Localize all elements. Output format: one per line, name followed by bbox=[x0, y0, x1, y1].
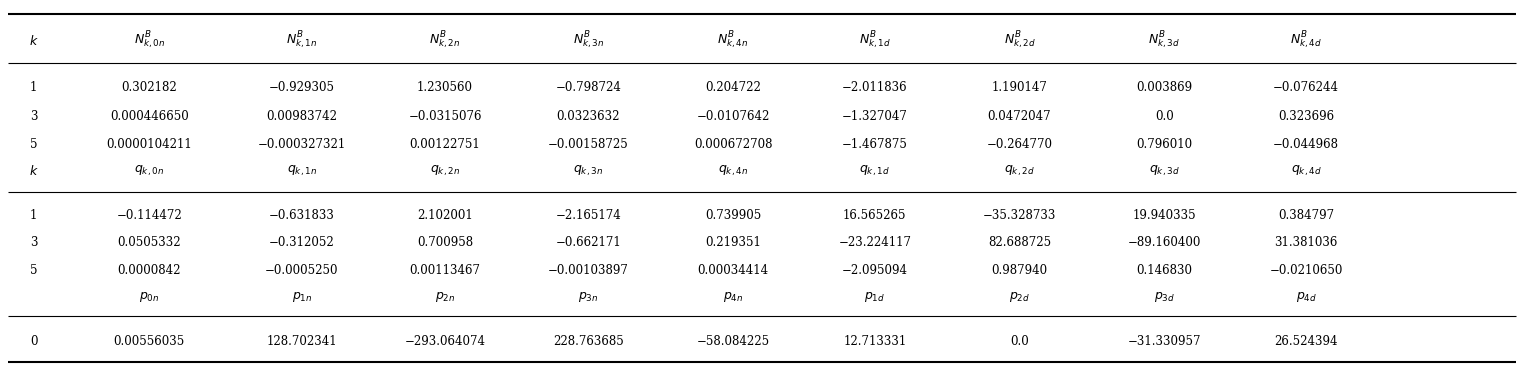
Text: −31.330957: −31.330957 bbox=[1128, 335, 1201, 348]
Text: 0.00034414: 0.00034414 bbox=[698, 264, 768, 277]
Text: 0.0: 0.0 bbox=[1155, 110, 1173, 123]
Text: 0.0472047: 0.0472047 bbox=[988, 110, 1052, 123]
Text: 1: 1 bbox=[30, 81, 37, 94]
Text: −0.076244: −0.076244 bbox=[1273, 81, 1340, 94]
Text: 128.702341: 128.702341 bbox=[267, 335, 337, 348]
Text: −293.064074: −293.064074 bbox=[404, 335, 486, 348]
Text: $q_{k,0n}$: $q_{k,0n}$ bbox=[134, 164, 165, 178]
Text: 16.565265: 16.565265 bbox=[843, 209, 907, 222]
Text: 19.940335: 19.940335 bbox=[1132, 209, 1196, 222]
Text: $N^B_{k,1n}$: $N^B_{k,1n}$ bbox=[287, 30, 317, 51]
Text: −35.328733: −35.328733 bbox=[983, 209, 1056, 222]
Text: 0.0000842: 0.0000842 bbox=[117, 264, 181, 277]
Text: 0.000672708: 0.000672708 bbox=[693, 138, 773, 151]
Text: $q_{k,2d}$: $q_{k,2d}$ bbox=[1004, 164, 1035, 178]
Text: −0.00103897: −0.00103897 bbox=[547, 264, 629, 277]
Text: $q_{k,3d}$: $q_{k,3d}$ bbox=[1149, 164, 1180, 178]
Text: $p_{4n}$: $p_{4n}$ bbox=[722, 290, 744, 304]
Text: $p_{2n}$: $p_{2n}$ bbox=[434, 290, 456, 304]
Text: 0.323696: 0.323696 bbox=[1279, 110, 1334, 123]
Text: 0.0: 0.0 bbox=[1010, 335, 1029, 348]
Text: $k$: $k$ bbox=[29, 34, 38, 48]
Text: 0.0505332: 0.0505332 bbox=[117, 236, 181, 249]
Text: 1: 1 bbox=[30, 209, 37, 222]
Text: 3: 3 bbox=[30, 110, 37, 123]
Text: $N^B_{k,2n}$: $N^B_{k,2n}$ bbox=[430, 30, 460, 51]
Text: $N^B_{k,3d}$: $N^B_{k,3d}$ bbox=[1148, 30, 1181, 51]
Text: 0.00556035: 0.00556035 bbox=[114, 335, 184, 348]
Text: 0.00113467: 0.00113467 bbox=[410, 264, 480, 277]
Text: $p_{2d}$: $p_{2d}$ bbox=[1009, 290, 1030, 304]
Text: −0.0210650: −0.0210650 bbox=[1269, 264, 1343, 277]
Text: 0.0000104211: 0.0000104211 bbox=[107, 138, 192, 151]
Text: $N^B_{k,0n}$: $N^B_{k,0n}$ bbox=[134, 30, 165, 51]
Text: −2.095094: −2.095094 bbox=[841, 264, 908, 277]
Text: −0.312052: −0.312052 bbox=[268, 236, 335, 249]
Text: −23.224117: −23.224117 bbox=[838, 236, 911, 249]
Text: $p_{1n}$: $p_{1n}$ bbox=[291, 290, 312, 304]
Text: −0.114472: −0.114472 bbox=[116, 209, 183, 222]
Text: 0.000446650: 0.000446650 bbox=[110, 110, 189, 123]
Text: $p_{3n}$: $p_{3n}$ bbox=[578, 290, 599, 304]
Text: $q_{k,1n}$: $q_{k,1n}$ bbox=[287, 164, 317, 178]
Text: $q_{k,1d}$: $q_{k,1d}$ bbox=[860, 164, 890, 178]
Text: $k$: $k$ bbox=[29, 164, 38, 178]
Text: 0.0323632: 0.0323632 bbox=[556, 110, 620, 123]
Text: −0.044968: −0.044968 bbox=[1273, 138, 1340, 151]
Text: 12.713331: 12.713331 bbox=[843, 335, 907, 348]
Text: $q_{k,4n}$: $q_{k,4n}$ bbox=[718, 164, 748, 178]
Text: −0.000327321: −0.000327321 bbox=[258, 138, 346, 151]
Text: −58.084225: −58.084225 bbox=[696, 335, 770, 348]
Text: −0.631833: −0.631833 bbox=[268, 209, 335, 222]
Text: $N^B_{k,4d}$: $N^B_{k,4d}$ bbox=[1289, 30, 1323, 51]
Text: 31.381036: 31.381036 bbox=[1274, 236, 1338, 249]
Text: 0.384797: 0.384797 bbox=[1279, 209, 1334, 222]
Text: 0.003869: 0.003869 bbox=[1137, 81, 1192, 94]
Text: −0.0107642: −0.0107642 bbox=[696, 110, 770, 123]
Text: $q_{k,4d}$: $q_{k,4d}$ bbox=[1291, 164, 1321, 178]
Text: 0.796010: 0.796010 bbox=[1137, 138, 1192, 151]
Text: −0.0005250: −0.0005250 bbox=[265, 264, 338, 277]
Text: 26.524394: 26.524394 bbox=[1274, 335, 1338, 348]
Text: 0: 0 bbox=[30, 335, 37, 348]
Text: 5: 5 bbox=[30, 264, 37, 277]
Text: −1.467875: −1.467875 bbox=[841, 138, 908, 151]
Text: 0.987940: 0.987940 bbox=[992, 264, 1047, 277]
Text: $N^B_{k,1d}$: $N^B_{k,1d}$ bbox=[858, 30, 892, 51]
Text: $q_{k,3n}$: $q_{k,3n}$ bbox=[573, 164, 604, 178]
Text: $q_{k,2n}$: $q_{k,2n}$ bbox=[430, 164, 460, 178]
Text: 5: 5 bbox=[30, 138, 37, 151]
Text: $p_{0n}$: $p_{0n}$ bbox=[139, 290, 160, 304]
Text: 3: 3 bbox=[30, 236, 37, 249]
Text: 1.230560: 1.230560 bbox=[418, 81, 472, 94]
Text: 1.190147: 1.190147 bbox=[992, 81, 1047, 94]
Text: −1.327047: −1.327047 bbox=[841, 110, 908, 123]
Text: $N^B_{k,2d}$: $N^B_{k,2d}$ bbox=[1003, 30, 1036, 51]
Text: −0.00158725: −0.00158725 bbox=[549, 138, 628, 151]
Text: −2.011836: −2.011836 bbox=[841, 81, 908, 94]
Text: −0.0315076: −0.0315076 bbox=[408, 110, 482, 123]
Text: 0.302182: 0.302182 bbox=[122, 81, 177, 94]
Text: −0.929305: −0.929305 bbox=[268, 81, 335, 94]
Text: 0.219351: 0.219351 bbox=[706, 236, 760, 249]
Text: 228.763685: 228.763685 bbox=[553, 335, 623, 348]
Text: −89.160400: −89.160400 bbox=[1128, 236, 1201, 249]
Text: 2.102001: 2.102001 bbox=[418, 209, 472, 222]
Text: $N^B_{k,3n}$: $N^B_{k,3n}$ bbox=[573, 30, 604, 51]
Text: −0.662171: −0.662171 bbox=[555, 236, 622, 249]
Text: 0.146830: 0.146830 bbox=[1137, 264, 1192, 277]
Text: $p_{1d}$: $p_{1d}$ bbox=[864, 290, 885, 304]
Text: −0.264770: −0.264770 bbox=[986, 138, 1053, 151]
Text: 0.00983742: 0.00983742 bbox=[267, 110, 337, 123]
Text: 0.739905: 0.739905 bbox=[706, 209, 760, 222]
Text: $N^B_{k,4n}$: $N^B_{k,4n}$ bbox=[718, 30, 748, 51]
Text: $p_{4d}$: $p_{4d}$ bbox=[1295, 290, 1317, 304]
Text: 0.700958: 0.700958 bbox=[418, 236, 472, 249]
Text: $p_{3d}$: $p_{3d}$ bbox=[1154, 290, 1175, 304]
Text: −2.165174: −2.165174 bbox=[555, 209, 622, 222]
Text: 0.00122751: 0.00122751 bbox=[410, 138, 480, 151]
Text: 0.204722: 0.204722 bbox=[706, 81, 760, 94]
Text: 82.688725: 82.688725 bbox=[988, 236, 1052, 249]
Text: −0.798724: −0.798724 bbox=[555, 81, 622, 94]
